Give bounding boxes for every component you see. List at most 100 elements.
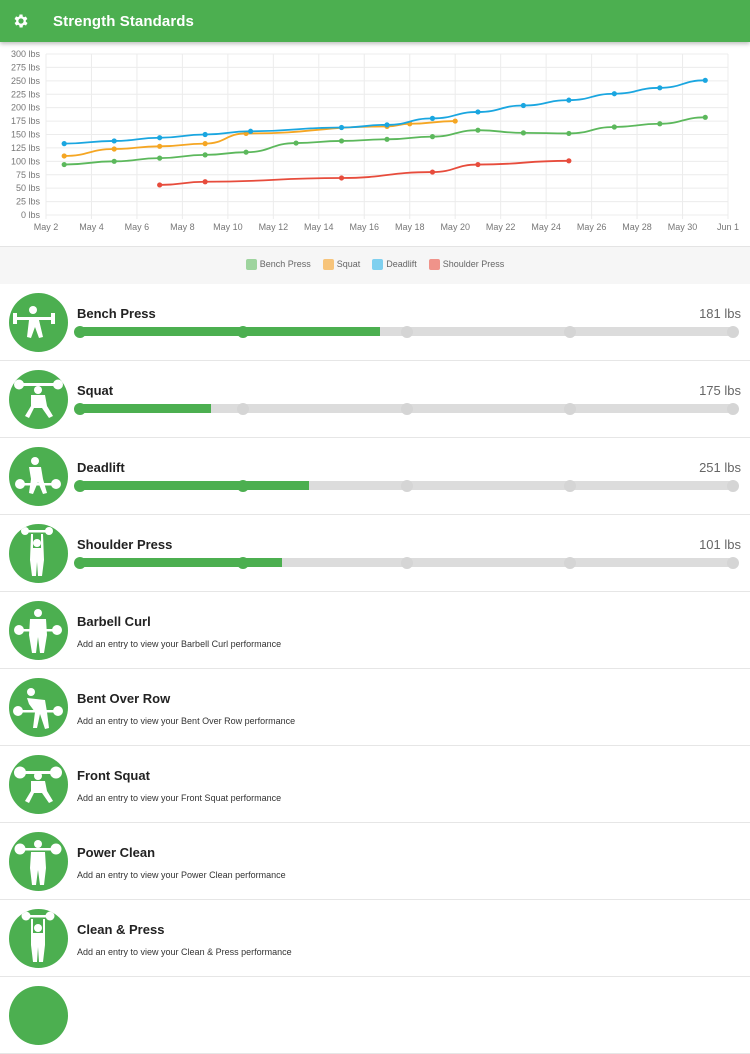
data-point bbox=[157, 182, 163, 188]
legend-swatch bbox=[245, 258, 257, 270]
legend-label: Deadlift bbox=[386, 259, 417, 269]
data-point bbox=[429, 115, 436, 121]
level-marker bbox=[237, 479, 250, 492]
progress-line-chart: 0 lbs 25 lbs 50 lbs 75 lbs 100 lbs 125 lbs 150… bbox=[11, 49, 739, 232]
exercise-name: Deadlift bbox=[77, 460, 125, 475]
x-tick-label: May 10 bbox=[213, 222, 243, 232]
x-tick-label: May 30 bbox=[668, 222, 698, 232]
y-tick-label: 225 lbs bbox=[11, 89, 41, 99]
data-point bbox=[611, 91, 617, 97]
exercise-row[interactable]: Bent Over Row Add an entry to view your B… bbox=[0, 669, 750, 746]
level-marker bbox=[237, 325, 250, 338]
x-tick-label: May 14 bbox=[304, 222, 334, 232]
x-tick-label: May 6 bbox=[125, 222, 150, 232]
exercise-row[interactable]: Bench Press 181 lbs bbox=[0, 284, 750, 361]
y-tick-label: 50 lbs bbox=[16, 183, 41, 193]
progress-fill bbox=[80, 481, 309, 490]
exercise-row[interactable]: Deadlift 251 lbs bbox=[0, 438, 750, 515]
level-marker bbox=[74, 556, 86, 569]
exercise-value: 175 lbs bbox=[699, 383, 741, 398]
exercise-empty-note: Add an entry to view your Barbell Curl p… bbox=[77, 639, 282, 649]
exercise-row[interactable]: Shoulder Press 101 lbs bbox=[0, 515, 750, 592]
data-point bbox=[338, 124, 345, 131]
deadlift-icon bbox=[9, 447, 68, 506]
exercise-empty-note: Add an entry to view your Bent Over Row … bbox=[77, 716, 296, 726]
data-point bbox=[475, 109, 481, 115]
y-tick-label: 175 lbs bbox=[11, 116, 41, 126]
data-point bbox=[111, 146, 117, 152]
y-tick-label: 25 lbs bbox=[16, 197, 41, 207]
exercise-row[interactable]: Front Squat Add an entry to view your Fro… bbox=[0, 746, 750, 823]
y-tick-label: 200 lbs bbox=[11, 103, 41, 113]
exercise-name: Clean & Press bbox=[77, 922, 165, 937]
exercise-row-partial[interactable] bbox=[0, 977, 750, 1054]
x-tick-label: May 18 bbox=[395, 222, 425, 232]
front-squat-icon bbox=[9, 755, 68, 814]
legend-label: Squat bbox=[336, 259, 361, 269]
strength-progress-bar bbox=[74, 479, 739, 492]
exercise-name: Shoulder Press bbox=[77, 537, 173, 552]
level-marker bbox=[400, 325, 413, 338]
y-tick-label: 100 lbs bbox=[11, 156, 41, 166]
data-point bbox=[202, 152, 208, 158]
level-marker bbox=[74, 402, 86, 415]
legend-swatch bbox=[322, 258, 334, 270]
x-tick-label: May 26 bbox=[577, 222, 607, 232]
y-tick-label: 150 lbs bbox=[11, 130, 41, 140]
data-point bbox=[248, 128, 254, 134]
exercise-row[interactable]: Clean & Press Add an entry to view your C… bbox=[0, 900, 750, 977]
exercise-name: Front Squat bbox=[77, 768, 150, 783]
level-marker bbox=[727, 556, 739, 569]
chart-card: 0 lbs 25 lbs 50 lbs 75 lbs 100 lbs 125 lbs 150… bbox=[0, 42, 750, 247]
data-point bbox=[338, 138, 345, 144]
exercise-icon bbox=[9, 986, 68, 1045]
level-marker bbox=[563, 325, 576, 338]
legend-swatch bbox=[428, 258, 440, 270]
exercise-name: Bent Over Row bbox=[77, 691, 171, 706]
legend-item[interactable]: Squat bbox=[322, 258, 361, 270]
progress-fill bbox=[80, 558, 283, 567]
data-point bbox=[429, 134, 436, 140]
data-point bbox=[243, 149, 249, 155]
progress-fill bbox=[80, 404, 211, 413]
legend-item[interactable]: Deadlift bbox=[372, 258, 417, 270]
barbell-curl-icon bbox=[9, 601, 68, 660]
x-tick-label: May 4 bbox=[79, 222, 104, 232]
level-marker bbox=[237, 402, 250, 415]
exercise-value: 181 lbs bbox=[699, 306, 741, 321]
shoulder-press-icon bbox=[9, 524, 68, 583]
data-point bbox=[702, 114, 708, 120]
exercise-row[interactable]: Squat 175 lbs bbox=[0, 361, 750, 438]
data-point bbox=[657, 121, 663, 127]
level-marker bbox=[727, 325, 739, 338]
x-tick-label: May 16 bbox=[350, 222, 380, 232]
data-point bbox=[202, 179, 208, 185]
exercise-empty-note: Add an entry to view your Clean & Press … bbox=[77, 947, 292, 957]
exercise-list: Bench Press 181 lbs Squat 175 lbs Deadlift 25… bbox=[0, 284, 750, 1054]
gear-icon[interactable] bbox=[1, 0, 41, 42]
legend-swatch bbox=[372, 258, 384, 270]
level-marker bbox=[563, 556, 576, 569]
legend-item[interactable]: Shoulder Press bbox=[428, 258, 504, 270]
data-point bbox=[566, 130, 572, 137]
data-point bbox=[293, 140, 299, 146]
data-point bbox=[157, 143, 163, 149]
y-tick-label: 250 lbs bbox=[11, 76, 41, 86]
data-point bbox=[566, 158, 572, 164]
exercise-row[interactable]: Barbell Curl Add an entry to view your Ba… bbox=[0, 592, 750, 669]
strength-progress-bar bbox=[74, 402, 739, 415]
y-tick-label: 300 lbs bbox=[11, 49, 41, 59]
level-marker bbox=[400, 556, 413, 569]
x-tick-label: May 28 bbox=[622, 222, 652, 232]
bench-press-icon bbox=[9, 293, 68, 352]
data-point bbox=[429, 169, 436, 175]
exercise-value: 101 lbs bbox=[699, 537, 741, 552]
x-tick-label: Jun 1 bbox=[717, 222, 739, 232]
strength-progress-bar bbox=[74, 556, 739, 569]
level-marker bbox=[727, 479, 739, 492]
exercise-name: Squat bbox=[77, 383, 114, 398]
data-point bbox=[384, 136, 390, 142]
series-line bbox=[64, 79, 706, 145]
legend-item[interactable]: Bench Press bbox=[245, 258, 311, 270]
exercise-row[interactable]: Power Clean Add an entry to view your Pow… bbox=[0, 823, 750, 900]
